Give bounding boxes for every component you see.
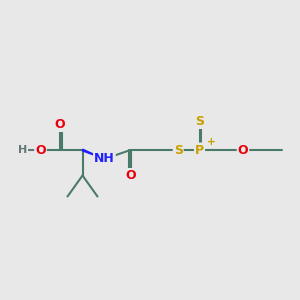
Text: O: O [35, 143, 46, 157]
Polygon shape [82, 149, 104, 159]
Text: P: P [195, 143, 204, 157]
Text: +: + [207, 136, 216, 147]
Text: O: O [55, 118, 65, 131]
Text: S: S [174, 143, 183, 157]
Text: O: O [238, 143, 248, 157]
Text: H: H [18, 145, 27, 155]
Text: NH: NH [94, 152, 115, 166]
Text: S: S [195, 115, 204, 128]
Text: O: O [125, 169, 136, 182]
